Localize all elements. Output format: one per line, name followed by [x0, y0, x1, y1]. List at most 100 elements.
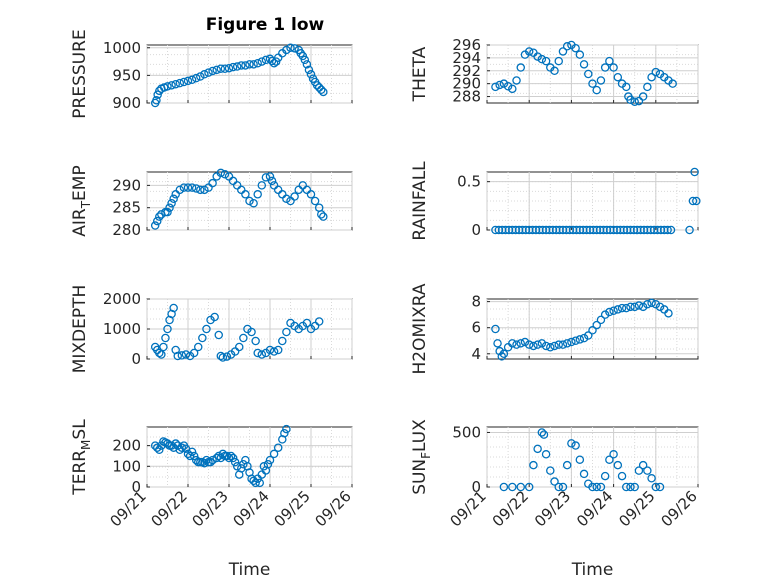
data-point — [230, 457, 240, 467]
data-point — [189, 348, 199, 358]
y-tick-label: 500 — [452, 423, 481, 441]
data-point — [634, 466, 644, 475]
data-point — [257, 181, 267, 190]
y-axis-label: SUNFLUX — [410, 419, 433, 495]
y-tick-label: 292 — [452, 62, 481, 80]
data-point — [592, 320, 601, 330]
data-point — [605, 307, 614, 317]
data-point — [220, 64, 230, 74]
data-point — [228, 62, 238, 72]
data-point — [265, 172, 275, 181]
y-tick-label: 294 — [452, 49, 481, 67]
data-point — [183, 183, 193, 192]
data-point — [196, 185, 205, 195]
data-point — [155, 445, 164, 455]
data-point — [302, 318, 312, 328]
data-point — [253, 190, 262, 199]
data-point — [550, 477, 559, 486]
y-tick-label: 8 — [471, 293, 481, 311]
data-point — [638, 460, 648, 470]
data-point — [690, 167, 699, 177]
data-point — [588, 482, 597, 492]
data-point — [290, 44, 299, 53]
y-tick-label: 1000 — [103, 320, 141, 338]
y-tick-label: 4 — [471, 345, 481, 363]
y-tick-label: 285 — [112, 199, 141, 217]
y-tick-label: 900 — [112, 94, 141, 112]
data-point — [179, 77, 189, 87]
data-point — [537, 428, 547, 437]
data-point — [512, 76, 521, 85]
data-point — [191, 184, 201, 193]
data-point — [273, 443, 283, 452]
data-point — [617, 303, 627, 313]
data-point — [647, 474, 656, 483]
x-tick-label: 09/23 — [531, 487, 574, 530]
y-tick-label: 290 — [452, 75, 481, 93]
data-point — [216, 168, 226, 178]
data-point — [655, 482, 665, 492]
x-tick-label: 09/24 — [230, 487, 273, 530]
data-point — [596, 315, 606, 325]
data-point — [558, 482, 568, 492]
data-point — [163, 82, 172, 91]
data-point — [541, 341, 551, 351]
x-axis-label: Time — [228, 560, 271, 580]
data-point — [163, 439, 172, 448]
data-point — [152, 443, 162, 452]
data-point — [259, 462, 269, 471]
data-point — [304, 65, 314, 75]
subplot-1: 900 950 1000 PRESSURE — [70, 29, 353, 119]
data-point — [596, 482, 606, 492]
data-point — [613, 305, 623, 314]
data-series — [499, 428, 665, 492]
subplot-3: 280 285 290 AIRTEMP — [70, 165, 353, 239]
x-tick-label: 09/22 — [148, 487, 191, 530]
data-point — [609, 306, 618, 315]
y-tick-label: 1000 — [103, 39, 141, 57]
data-point — [314, 317, 324, 326]
y-axis-label: TERRMSL — [70, 419, 93, 496]
data-point — [622, 482, 631, 492]
data-point — [634, 301, 644, 310]
data-point — [605, 56, 614, 66]
data-point — [169, 194, 178, 204]
data-point — [150, 221, 160, 230]
data-point — [622, 82, 631, 92]
data-point — [319, 212, 328, 221]
data-point — [558, 340, 568, 349]
data-point — [196, 72, 205, 81]
y-tick-label: 280 — [112, 221, 141, 239]
data-series — [150, 424, 291, 488]
data-point — [169, 303, 178, 313]
data-point — [251, 336, 260, 346]
x-tick-label: 09/23 — [189, 487, 232, 530]
data-point — [249, 60, 258, 69]
data-point — [157, 350, 166, 359]
y-axis-label: THETA — [410, 46, 430, 102]
data-series — [491, 40, 677, 106]
data-point — [499, 79, 509, 88]
data-point — [206, 457, 215, 467]
data-point — [613, 460, 623, 470]
data-point — [167, 198, 176, 208]
data-point — [155, 212, 164, 221]
data-point — [503, 81, 513, 91]
x-tick-label: 09/22 — [489, 487, 532, 530]
data-point — [508, 482, 517, 492]
data-series — [150, 168, 328, 230]
data-point — [491, 82, 500, 92]
data-point — [218, 353, 228, 362]
data-point — [245, 196, 254, 206]
data-point — [499, 482, 509, 492]
x-tick-label: 09/26 — [312, 487, 355, 530]
data-point — [571, 43, 580, 53]
x-tick-label: 09/25 — [615, 487, 658, 530]
data-point — [179, 183, 189, 192]
data-point — [249, 198, 258, 208]
data-point — [520, 337, 530, 347]
data-point — [524, 47, 534, 56]
y-tick-label: 0 — [471, 478, 481, 496]
data-point — [516, 482, 526, 492]
